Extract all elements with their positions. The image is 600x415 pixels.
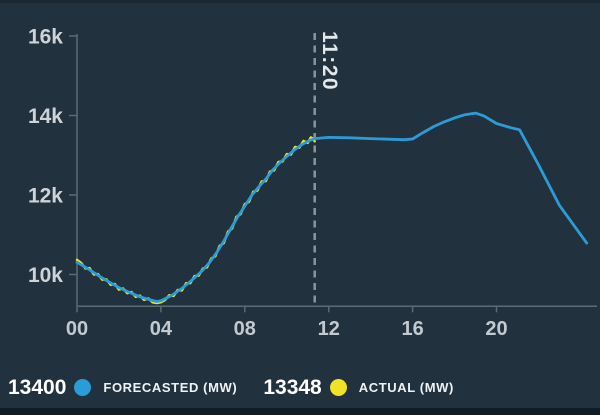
forecast-series-label: FORECASTED (MW): [103, 380, 238, 395]
x-tick-label: 04: [150, 318, 173, 340]
actual-current-value: 13348: [263, 376, 322, 399]
y-tick-label: 14k: [28, 105, 63, 128]
chart-area: 10k 12k 14k 16k 00 04 08 12 16 20 11:20: [28, 26, 597, 340]
legend: 13400 FORECASTED (MW) 13348 ACTUAL (MW): [8, 377, 454, 398]
x-tick-label: 08: [234, 318, 256, 340]
line-chart: 10k 12k 14k 16k 00 04 08 12 16 20: [28, 26, 597, 340]
y-tick-label: 10k: [28, 264, 63, 287]
x-tick-label: 00: [66, 318, 88, 340]
bottom-border: [0, 408, 600, 415]
forecast-series-dot-icon: [74, 379, 92, 396]
actual-series-label: ACTUAL (MW): [358, 380, 454, 395]
forecast-line: [75, 111, 589, 303]
forecast-current-value: 13400: [8, 376, 67, 399]
x-tick-label: 20: [485, 318, 507, 340]
x-tick-label: 12: [318, 318, 340, 340]
actual-series-dot-icon: [329, 379, 347, 396]
x-tick-label: 16: [401, 318, 423, 340]
y-tick-label: 12k: [28, 185, 63, 208]
legend-item-forecasted[interactable]: 13400 FORECASTED (MW): [8, 377, 237, 398]
now-time-label: 11:20: [317, 31, 341, 92]
top-border: [0, 0, 600, 3]
y-tick-label: 16k: [28, 26, 63, 49]
legend-item-actual[interactable]: 13348 ACTUAL (MW): [263, 377, 454, 398]
